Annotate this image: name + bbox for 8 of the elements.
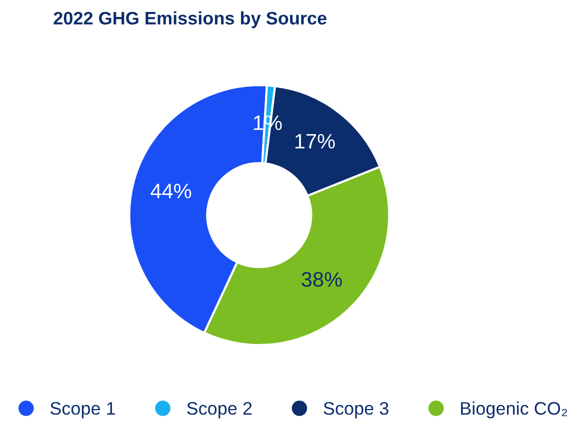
legend-label: Scope 3 (324, 402, 388, 418)
legend-label: Biogenic CO₂ (461, 402, 568, 418)
data-label: 44% (150, 184, 192, 198)
legend-label: Scope 1 (50, 402, 115, 418)
legend-label: Scope 2 (187, 402, 252, 418)
data-label: 38% (302, 272, 342, 287)
data-label: 17% (295, 134, 335, 149)
chart-title: 2022 GHG Emissions by Source (54, 11, 326, 28)
